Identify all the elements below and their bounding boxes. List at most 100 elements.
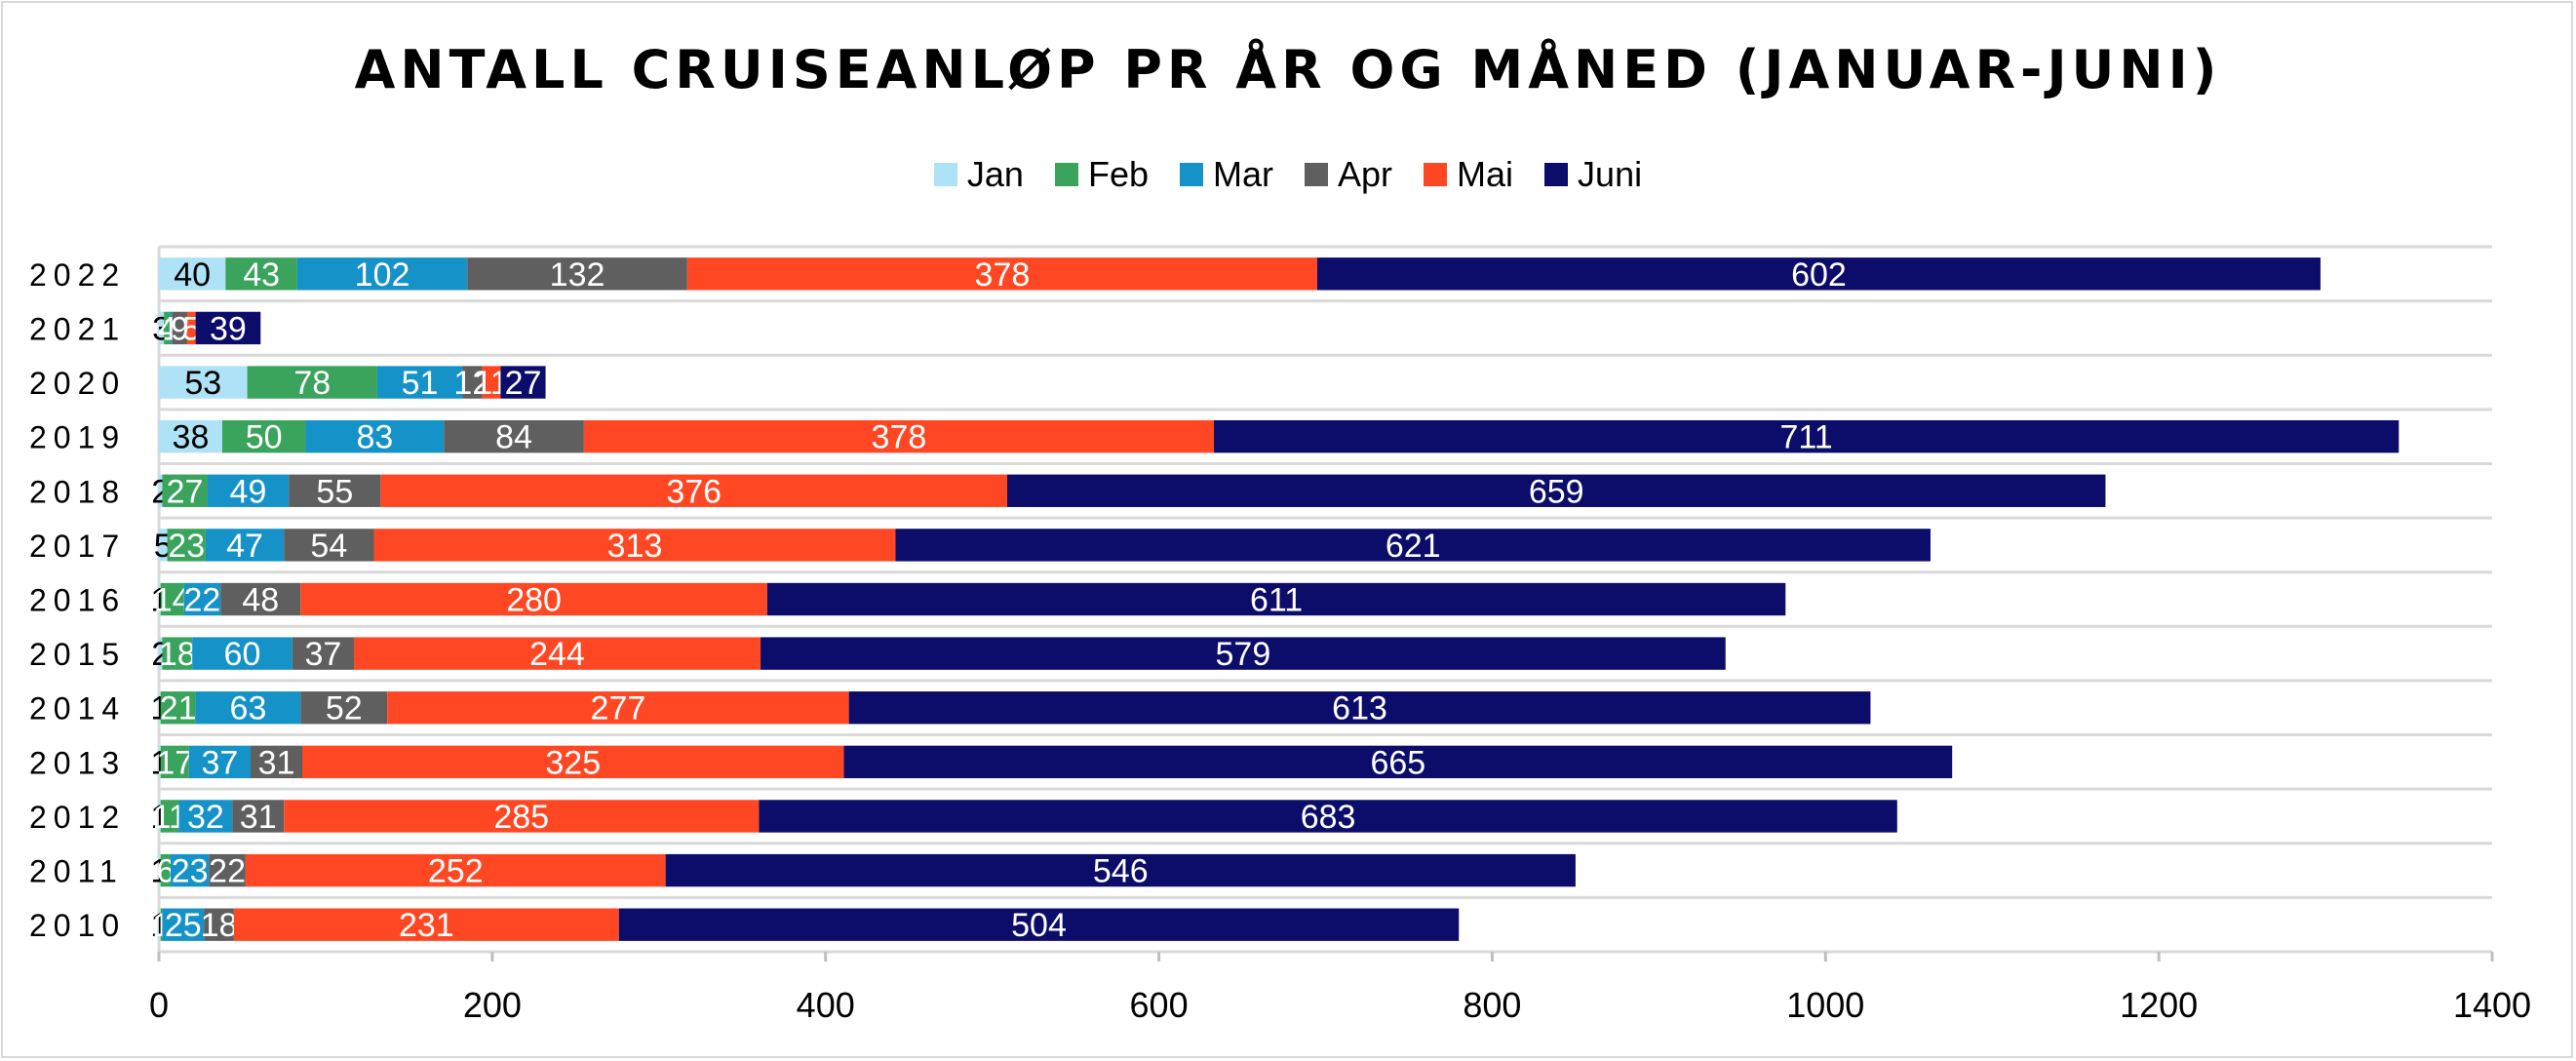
bar-mai-2017: [373, 529, 896, 562]
data-label-mar-2011: 23: [172, 853, 209, 890]
bar-apr-2013: [251, 745, 302, 779]
data-label-juni-2021: 39: [210, 310, 247, 347]
bar-mai-2014: [387, 691, 849, 725]
data-label-mai-2017: 313: [607, 528, 663, 565]
legend-swatch-feb: [1054, 163, 1078, 186]
bar-mai-2010: [233, 908, 619, 941]
bar-mar-2015: [192, 637, 293, 670]
x-tick-label: 1000: [1786, 985, 1864, 1025]
data-label-mar-2016: 22: [184, 582, 221, 619]
bar-jan-2017: [159, 529, 168, 562]
data-label-jan-2019: 38: [173, 419, 210, 456]
category-label-2020: 2020: [29, 366, 126, 401]
bar-mai-2021: [187, 311, 196, 345]
bar-feb-2019: [221, 419, 306, 453]
bar-apr-2012: [232, 800, 285, 833]
bar-jan-2014: [159, 691, 161, 725]
category-label-2014: 2014: [29, 691, 126, 727]
data-label-mar-2013: 37: [201, 744, 238, 781]
bar-jan-2022: [159, 257, 226, 291]
data-label-juni-2015: 579: [1216, 636, 1271, 673]
data-label-juni-2018: 659: [1529, 473, 1584, 510]
bar-feb-2013: [160, 745, 189, 779]
bar-mar-2021: [170, 311, 173, 345]
legend-label-mar: Mar: [1213, 154, 1273, 194]
data-label-feb-2018: 27: [167, 473, 204, 510]
bar-juni-2010: [618, 908, 1460, 941]
bar-jan-2011: [159, 853, 161, 887]
data-label-apr-2022: 132: [550, 256, 605, 294]
bar-mar-2014: [195, 691, 301, 725]
data-label-apr-2015: 37: [304, 636, 341, 673]
legend-label-apr: Apr: [1338, 154, 1393, 194]
data-label-juni-2013: 665: [1370, 744, 1425, 781]
bar-apr-2010: [204, 908, 234, 941]
bar-mai-2020: [482, 366, 501, 399]
bar-feb-2011: [160, 853, 171, 887]
data-label-feb-2022: 43: [243, 256, 280, 294]
data-label-feb-2019: 50: [246, 419, 283, 456]
bar-mai-2013: [301, 745, 844, 779]
data-label-mar-2020: 51: [402, 365, 439, 402]
category-label-2016: 2016: [29, 583, 126, 618]
bar-jan-2015: [159, 637, 163, 670]
x-tick-label: 600: [1130, 985, 1189, 1025]
bar-apr-2020: [462, 366, 483, 399]
chart-title: ANTALL CRUISEANLØP PR ÅR OG MÅNED (JANUA…: [354, 39, 2222, 100]
bar-jan-2010: [159, 908, 161, 941]
bar-mar-2020: [376, 366, 463, 399]
legend-item-mar: Mar: [1180, 154, 1273, 195]
category-label-2010: 2010: [29, 908, 126, 943]
bar-apr-2017: [284, 529, 374, 562]
legend-swatch-jan: [933, 163, 957, 186]
bar-juni-2015: [761, 637, 1726, 670]
data-label-apr-2014: 52: [326, 690, 363, 727]
bar-mar-2018: [207, 474, 290, 507]
data-label-mar-2014: 63: [230, 690, 267, 727]
bar-jan-2018: [159, 474, 163, 507]
bar-apr-2016: [220, 582, 301, 616]
data-label-jan-2022: 40: [174, 256, 211, 294]
data-label-mai-2016: 280: [506, 582, 562, 619]
data-label-feb-2013: 17: [156, 744, 193, 781]
bar-juni-2019: [1213, 419, 2400, 453]
bar-juni-2016: [766, 582, 1786, 616]
bar-mar-2017: [205, 529, 285, 562]
data-label-mar-2017: 47: [226, 528, 263, 565]
bar-apr-2022: [467, 257, 687, 291]
bar-feb-2017: [167, 529, 206, 562]
data-label-mar-2018: 49: [230, 473, 267, 510]
legend-swatch-mar: [1180, 163, 1203, 186]
x-tick-label: 0: [149, 985, 169, 1025]
data-label-mar-2012: 32: [187, 799, 224, 836]
data-label-feb-2020: 78: [293, 365, 331, 402]
bar-feb-2015: [162, 637, 193, 670]
legend-swatch-apr: [1305, 163, 1328, 186]
bar-feb-2020: [247, 366, 377, 399]
bar-mai-2022: [686, 257, 1317, 291]
bar-apr-2018: [289, 474, 381, 507]
data-label-mai-2010: 231: [399, 907, 454, 944]
bar-juni-2012: [759, 800, 1897, 833]
data-label-feb-2014: 21: [160, 690, 197, 727]
data-label-apr-2018: 55: [316, 473, 353, 510]
data-label-apr-2010: 18: [201, 907, 238, 944]
bar-juni-2011: [665, 853, 1576, 887]
bar-jan-2013: [159, 745, 161, 779]
bar-mai-2018: [380, 474, 1008, 507]
bar-mar-2012: [178, 800, 233, 833]
data-label-apr-2012: 31: [240, 799, 277, 836]
bar-feb-2018: [162, 474, 208, 507]
category-label-2017: 2017: [29, 529, 126, 564]
data-label-mai-2013: 325: [545, 744, 601, 781]
legend-label-juni: Juni: [1578, 154, 1643, 194]
data-label-mai-2011: 252: [428, 853, 484, 890]
bar-feb-2016: [160, 582, 184, 616]
x-tick-label: 1400: [2453, 985, 2531, 1025]
bar-jan-2016: [159, 582, 161, 616]
bar-jan-2012: [159, 800, 161, 833]
bar-apr-2011: [209, 853, 246, 887]
bar-feb-2010: [160, 908, 163, 941]
data-label-mai-2012: 285: [493, 799, 549, 836]
